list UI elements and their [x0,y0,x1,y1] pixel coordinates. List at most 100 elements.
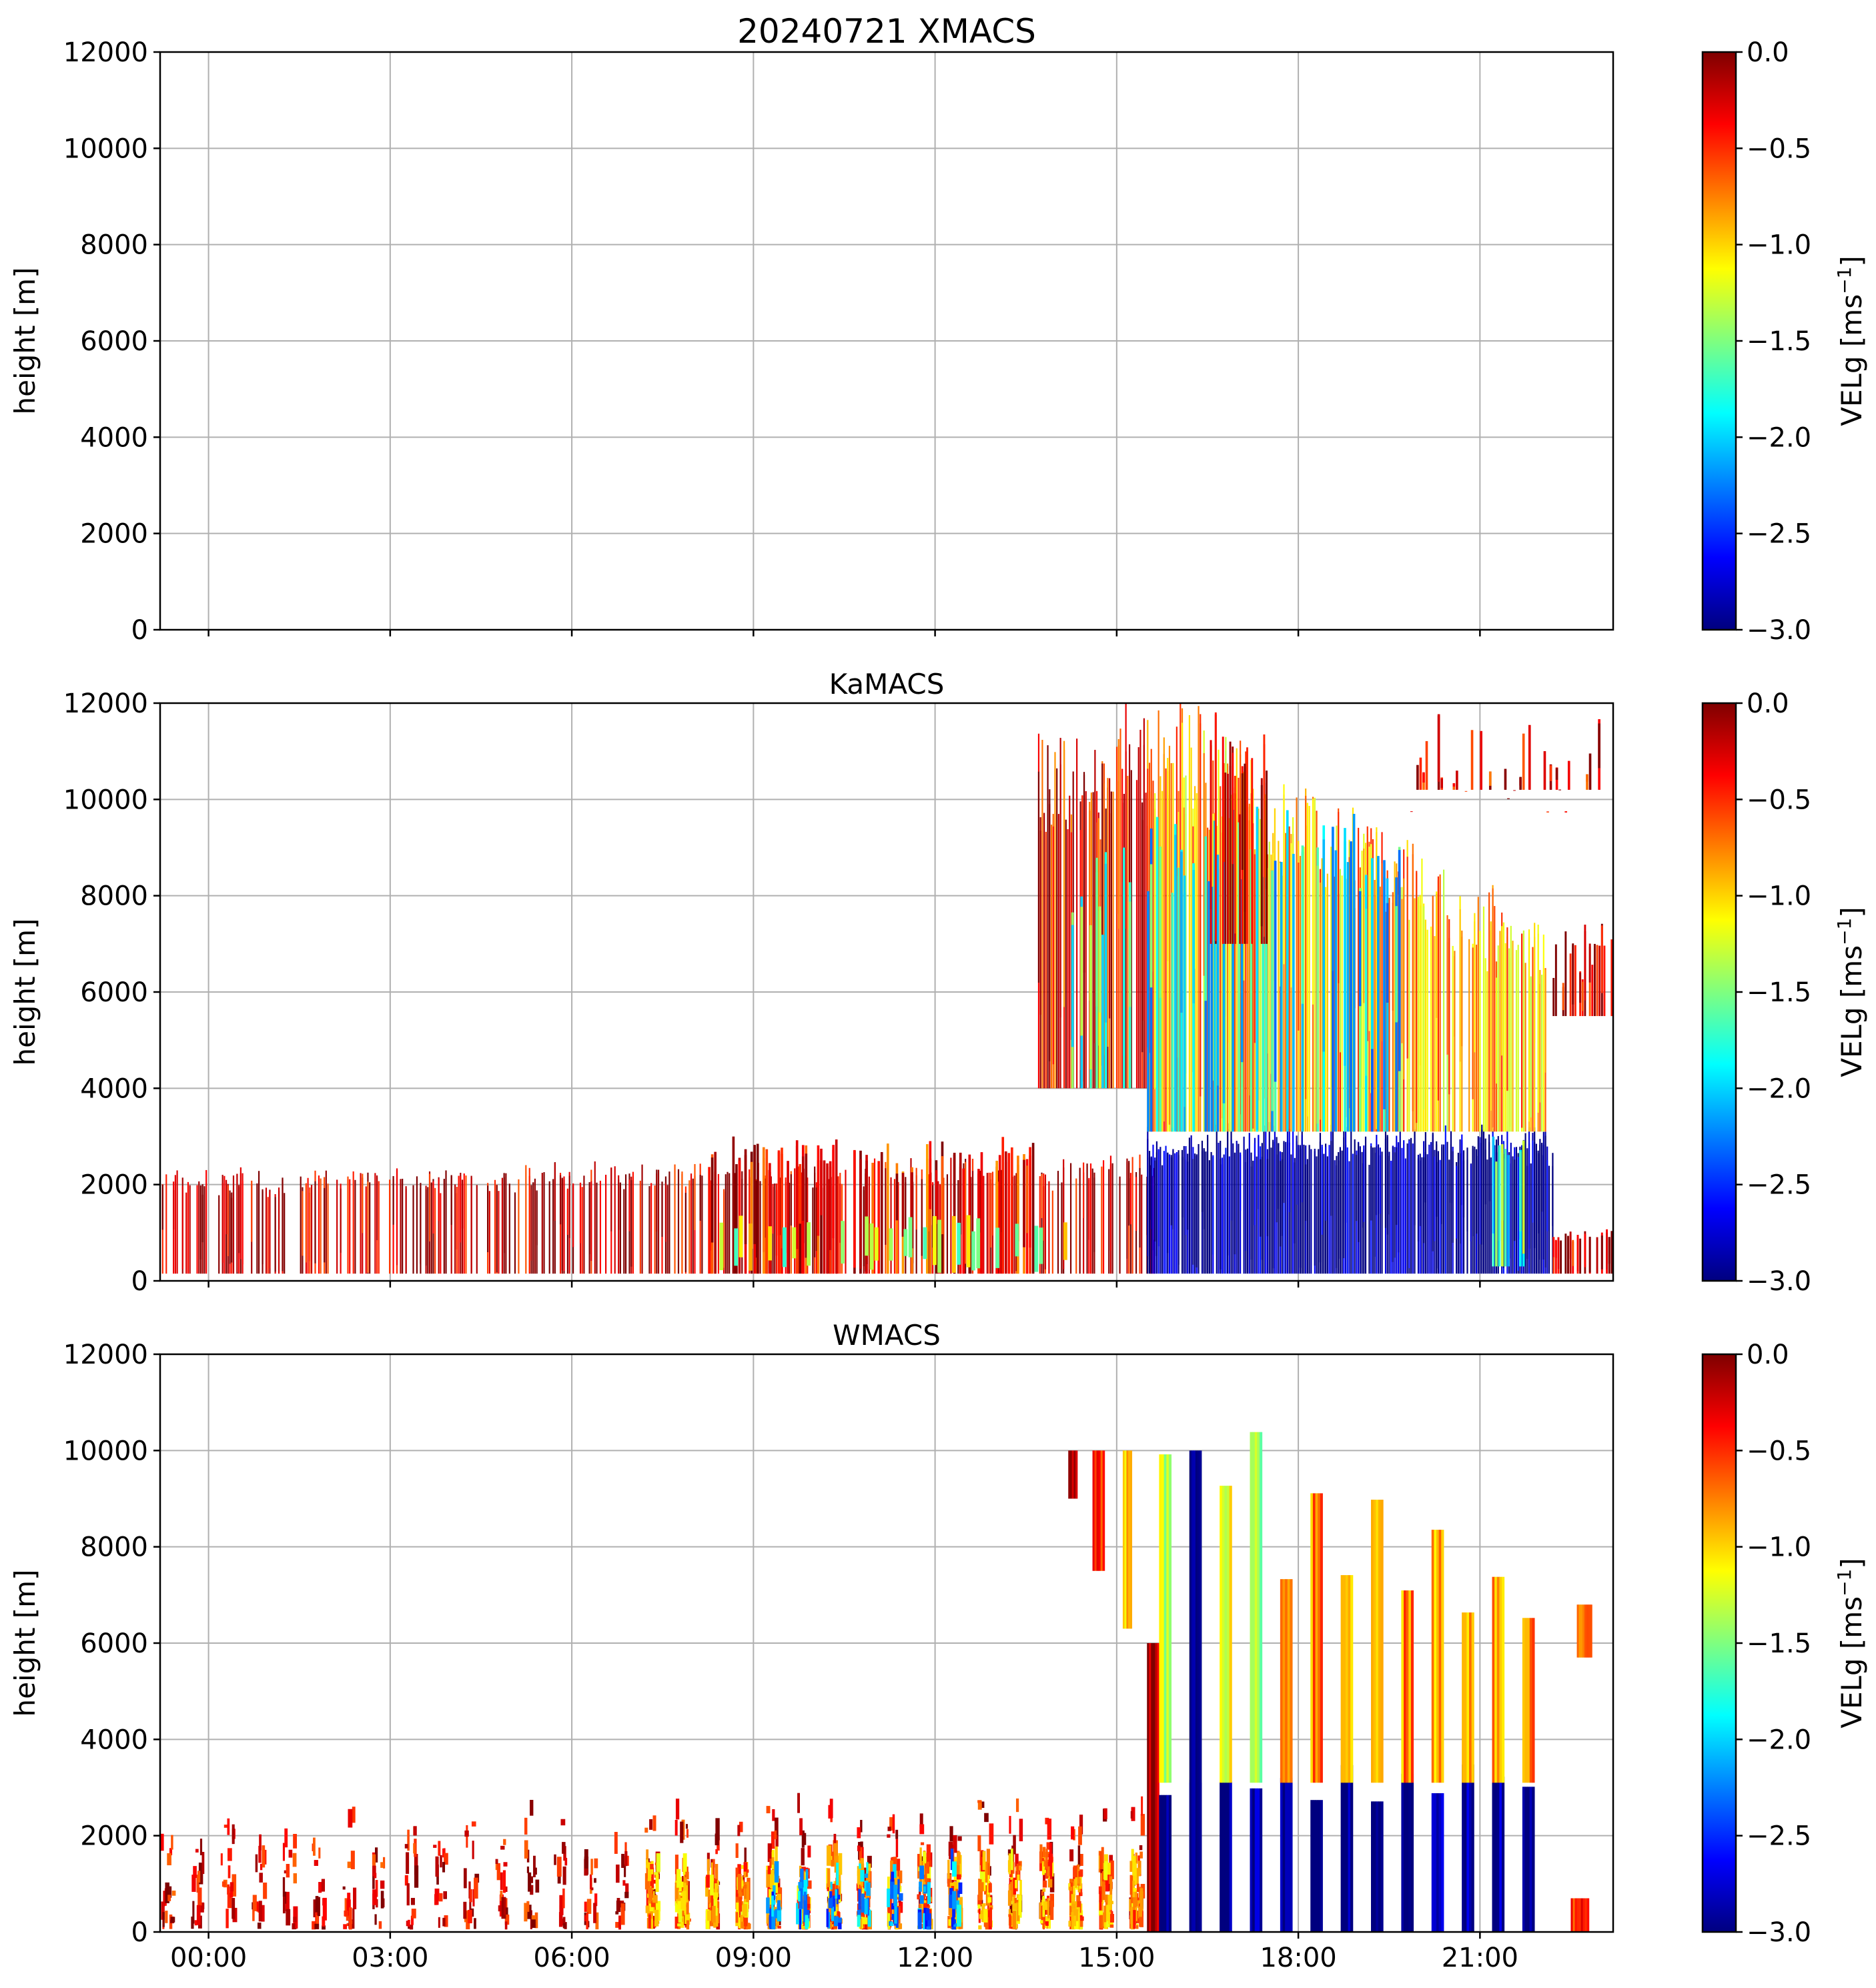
data-column [1071,1450,1074,1499]
data-streak [563,1176,565,1272]
data-streak [476,1185,478,1274]
data-streak [1089,925,1092,1069]
data-streak [868,1176,870,1274]
data-streak [1292,1123,1294,1274]
data-streak [242,1181,244,1265]
data-streak [1194,800,1196,969]
data-column [1199,1450,1202,1932]
data-speck [648,1887,653,1901]
y-tick-label: 4000 [80,422,148,453]
data-streak [1139,729,1141,1089]
data-speck [1009,1816,1011,1834]
data-speck [710,1907,715,1927]
data-streak [1147,1127,1149,1256]
data-column [1438,1530,1442,1783]
data-streak [865,1216,869,1256]
data-streak [624,1174,627,1274]
data-column [1128,1450,1131,1629]
data-speck [766,1865,771,1888]
data-speck [195,1849,199,1853]
data-streak [1358,1143,1360,1242]
data-speck [1044,1921,1049,1926]
data-speck [891,1913,894,1920]
data-streak [1470,730,1474,790]
data-streak [187,1181,189,1274]
data-streak [1423,1157,1425,1244]
data-speck [1101,1847,1104,1869]
data-streak [1176,1151,1178,1274]
data-column [1408,1590,1412,1783]
data-streak [869,1223,874,1270]
data-speck [1139,1888,1143,1910]
data-streak [1401,899,1403,1043]
data-speck [897,1859,901,1879]
data-speck [836,1889,839,1905]
data-streak [559,1175,562,1225]
data-streak [1260,785,1263,927]
data-streak [1314,797,1316,1132]
data-speck [1045,1849,1048,1869]
data-streak [318,1175,320,1274]
data-streak [1148,1157,1151,1260]
data-streak [1041,1172,1043,1274]
data-column [1494,1777,1498,1932]
data-streak [1183,875,1186,1107]
data-streak [1176,726,1178,1132]
data-speck [316,1911,319,1925]
data-speck [676,1869,681,1888]
data-speck [771,1857,775,1865]
data-streak [1261,1157,1263,1260]
data-speck [768,1889,773,1905]
data-streak [1541,975,1543,1132]
data-speck [1073,1879,1076,1886]
data-streak [1544,1135,1546,1268]
data-streak [1299,1145,1302,1268]
data-streak [347,1176,349,1231]
colorbar-tick-label: −0.5 [1747,1436,1811,1466]
data-streak [782,1227,787,1268]
data-streak [1341,875,1343,1132]
data-speck [744,1847,747,1865]
data-streak [1050,825,1053,1089]
data-speck [828,1898,833,1909]
data-streak [1155,1152,1158,1256]
data-column [1254,1788,1258,1932]
data-speck [926,1926,930,1930]
data-speck [231,1898,236,1919]
data-streak [714,1151,717,1274]
data-streak [1224,773,1227,944]
data-streak [460,1176,462,1243]
data-streak [990,1173,992,1248]
data-speck [740,1892,743,1899]
data-speck [349,1907,352,1930]
data-streak [1492,888,1494,1128]
data-speck [1133,1897,1137,1914]
data-streak [1488,771,1492,786]
data-streak [1125,703,1127,929]
data-streak [1456,771,1458,790]
data-speck [503,1862,508,1867]
data-speck [984,1885,989,1895]
data-streak [1579,1238,1582,1274]
data-streak [389,1179,391,1274]
data-streak [1063,1222,1067,1260]
data-streak [1056,768,1058,1089]
data-streak [1303,847,1305,1132]
data-streak [1252,1160,1254,1274]
data-streak [1061,1182,1063,1274]
data-column [1502,1576,1505,1783]
data-streak [1477,1136,1479,1274]
data-speck [433,1845,437,1848]
data-speck [231,1824,235,1845]
data-streak [792,1227,797,1259]
data-speck [958,1897,963,1912]
y-tick-label: 0 [131,615,148,646]
data-speck [1019,1879,1022,1901]
data-streak [1567,1235,1569,1274]
data-speck [438,1841,441,1856]
data-streak [845,1169,847,1274]
data-streak [962,1168,965,1274]
data-speck [744,1882,747,1899]
data-speck [890,1922,893,1927]
data-column [1434,1793,1437,1932]
